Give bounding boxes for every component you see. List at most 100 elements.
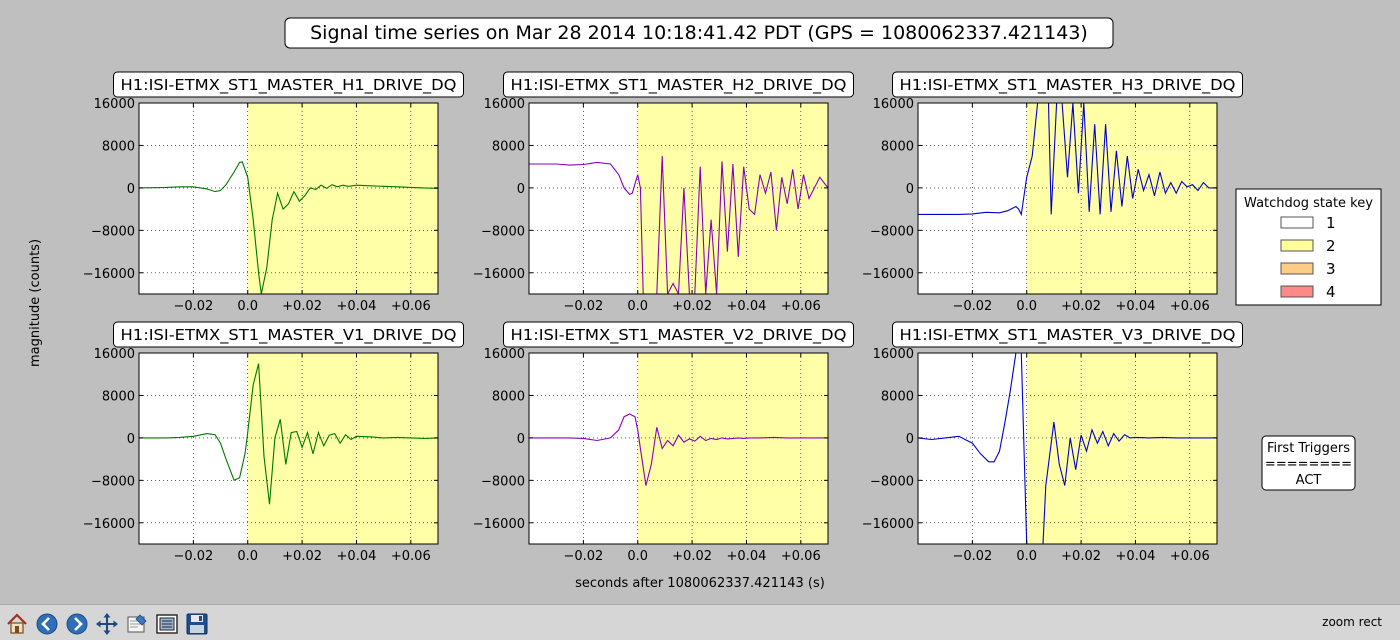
first-triggers-value: ACT bbox=[1296, 473, 1322, 488]
y-tick-label: −16000 bbox=[83, 517, 135, 532]
legend-swatch-state-2 bbox=[1280, 239, 1314, 252]
x-tick-label: +0.02 bbox=[672, 299, 712, 314]
x-tick-label: −0.02 bbox=[563, 549, 603, 564]
series-line-h1-isi-etmx-st1-master-v1-drive-dq bbox=[139, 363, 438, 505]
series-line-h1-isi-etmx-st1-master-v2-drive-dq bbox=[529, 413, 828, 486]
forward-button[interactable] bbox=[63, 610, 91, 638]
x-tick-label: 0.0 bbox=[1016, 299, 1037, 314]
legend-swatch-state-3 bbox=[1280, 262, 1314, 275]
subplot-title: H1:ISI-ETMX_ST1_MASTER_H2_DRIVE_DQ bbox=[511, 76, 847, 95]
x-tick-label: 0.0 bbox=[237, 549, 258, 564]
figure-canvas: −0.02 0.0 +0.02 +0.04 +0.06 16000 8000 0 −8000 −1… bbox=[0, 0, 1400, 604]
subplot-h1-isi-etmx-st1-master-v1-drive-dq: −0.02 0.0 +0.02 +0.04 +0.06 16000 8000 0 −8000 −1… bbox=[83, 321, 464, 564]
x-tick-label: +0.06 bbox=[391, 549, 431, 564]
subplot-title: H1:ISI-ETMX_ST1_MASTER_H3_DRIVE_DQ bbox=[900, 76, 1236, 95]
home-button[interactable] bbox=[3, 610, 31, 638]
x-tick-label: +0.04 bbox=[337, 549, 377, 564]
x-tick-label: −0.02 bbox=[173, 299, 213, 314]
x-tick-label: −0.02 bbox=[173, 549, 213, 564]
subplot-title-box bbox=[503, 71, 854, 98]
axes-frame bbox=[528, 352, 829, 545]
y-tick-label: −8000 bbox=[870, 474, 914, 489]
x-axis-label: seconds after 1080062337.421143 (s) bbox=[575, 576, 825, 591]
x-tick-label: 0.0 bbox=[1016, 549, 1037, 564]
y-tick-label: −8000 bbox=[91, 474, 135, 489]
watchdog-state-shade bbox=[1026, 103, 1217, 294]
forward-arrow-icon bbox=[66, 613, 88, 635]
x-tick-label: 0.0 bbox=[627, 549, 648, 564]
y-tick-label: −16000 bbox=[83, 267, 135, 282]
home-icon bbox=[7, 613, 27, 634]
x-tick-label: +0.02 bbox=[282, 549, 322, 564]
legend-label-state-2: 2 bbox=[1326, 237, 1336, 255]
y-axis-label: magnitude (counts) bbox=[28, 239, 43, 367]
y-tick-label: −16000 bbox=[473, 267, 525, 282]
subplot-title: H1:ISI-ETMX_ST1_MASTER_V2_DRIVE_DQ bbox=[511, 326, 847, 345]
save-button[interactable] bbox=[183, 610, 211, 638]
x-tick-label: +0.04 bbox=[1116, 299, 1156, 314]
watchdog-state-shade bbox=[1026, 353, 1217, 544]
pan-move-icon bbox=[96, 613, 118, 635]
legend-swatch-state-4 bbox=[1280, 285, 1314, 298]
y-tick-label: −8000 bbox=[481, 224, 525, 239]
x-tick-label: +0.04 bbox=[727, 549, 767, 564]
y-tick-label: 0 bbox=[906, 432, 914, 447]
y-tick-label: 8000 bbox=[102, 389, 135, 404]
subplot-title-box bbox=[113, 71, 464, 98]
watchdog-state-shade bbox=[247, 353, 438, 544]
subplots-button[interactable] bbox=[153, 610, 181, 638]
x-tick-label: −0.02 bbox=[563, 299, 603, 314]
y-tick-label: −8000 bbox=[481, 474, 525, 489]
x-tick-label: +0.06 bbox=[781, 299, 821, 314]
first-triggers-separator: ======== bbox=[1265, 457, 1352, 472]
subplot-h1-isi-etmx-st1-master-h1-drive-dq: −0.02 0.0 +0.02 +0.04 +0.06 16000 8000 0 −8000 −1… bbox=[83, 71, 464, 314]
y-tick-label: 0 bbox=[517, 432, 525, 447]
x-tick-label: −0.02 bbox=[952, 549, 992, 564]
y-tick-label: 8000 bbox=[881, 389, 914, 404]
y-tick-label: 0 bbox=[127, 432, 135, 447]
zoom-button[interactable] bbox=[123, 610, 151, 638]
x-tick-label: +0.02 bbox=[672, 549, 712, 564]
zoom-rect-icon bbox=[127, 614, 147, 633]
axes-frame bbox=[528, 102, 829, 295]
y-tick-label: 8000 bbox=[492, 389, 525, 404]
x-tick-label: +0.06 bbox=[1170, 549, 1210, 564]
y-tick-label: 8000 bbox=[102, 139, 135, 154]
subplot-title: H1:ISI-ETMX_ST1_MASTER_H1_DRIVE_DQ bbox=[121, 76, 457, 95]
legend-swatch-state-1 bbox=[1280, 216, 1314, 229]
legend-label-state-4: 4 bbox=[1326, 283, 1336, 301]
subplot-title-box bbox=[892, 321, 1243, 348]
y-tick-label: 0 bbox=[906, 182, 914, 197]
back-arrow-icon bbox=[36, 613, 58, 635]
y-tick-label: −8000 bbox=[870, 224, 914, 239]
subplot-h1-isi-etmx-st1-master-v2-drive-dq: −0.02 0.0 +0.02 +0.04 +0.06 16000 8000 0 −8000 −1… bbox=[473, 321, 854, 564]
y-tick-label: 0 bbox=[127, 182, 135, 197]
subplot-title: H1:ISI-ETMX_ST1_MASTER_V1_DRIVE_DQ bbox=[121, 326, 457, 345]
y-tick-label: −16000 bbox=[862, 267, 914, 282]
watchdog-state-shade bbox=[637, 353, 828, 544]
x-tick-label: +0.06 bbox=[781, 549, 821, 564]
navigation-toolbar: zoom rect bbox=[0, 604, 1400, 640]
series-line-h1-isi-etmx-st1-master-h1-drive-dq bbox=[139, 161, 438, 294]
x-tick-label: +0.02 bbox=[282, 299, 322, 314]
subplot-title-box bbox=[113, 321, 464, 348]
figure-svg: −0.02 0.0 +0.02 +0.04 +0.06 16000 8000 0 −8000 −1… bbox=[28, 17, 1382, 591]
y-tick-label: 16000 bbox=[94, 347, 135, 362]
y-tick-label: 8000 bbox=[881, 139, 914, 154]
y-tick-label: 16000 bbox=[873, 347, 914, 362]
toolbar-status-message: zoom rect bbox=[1322, 615, 1382, 629]
series-line-h1-isi-etmx-st1-master-h2-drive-dq bbox=[529, 156, 828, 294]
figure-title-box bbox=[284, 17, 1114, 49]
back-button[interactable] bbox=[33, 610, 61, 638]
x-tick-label: −0.02 bbox=[952, 299, 992, 314]
x-tick-label: +0.02 bbox=[1061, 549, 1101, 564]
pan-button[interactable] bbox=[93, 610, 121, 638]
x-tick-label: +0.06 bbox=[1170, 299, 1210, 314]
x-tick-label: +0.04 bbox=[1116, 549, 1156, 564]
x-tick-label: +0.06 bbox=[391, 299, 431, 314]
series-line-h1-isi-etmx-st1-master-h3-drive-dq bbox=[918, 103, 1217, 217]
figure-title: Signal time series on Mar 28 2014 10:18:… bbox=[310, 22, 1088, 44]
y-tick-label: 16000 bbox=[484, 97, 525, 112]
y-tick-label: 16000 bbox=[873, 97, 914, 112]
subplots-config-icon bbox=[156, 614, 178, 634]
